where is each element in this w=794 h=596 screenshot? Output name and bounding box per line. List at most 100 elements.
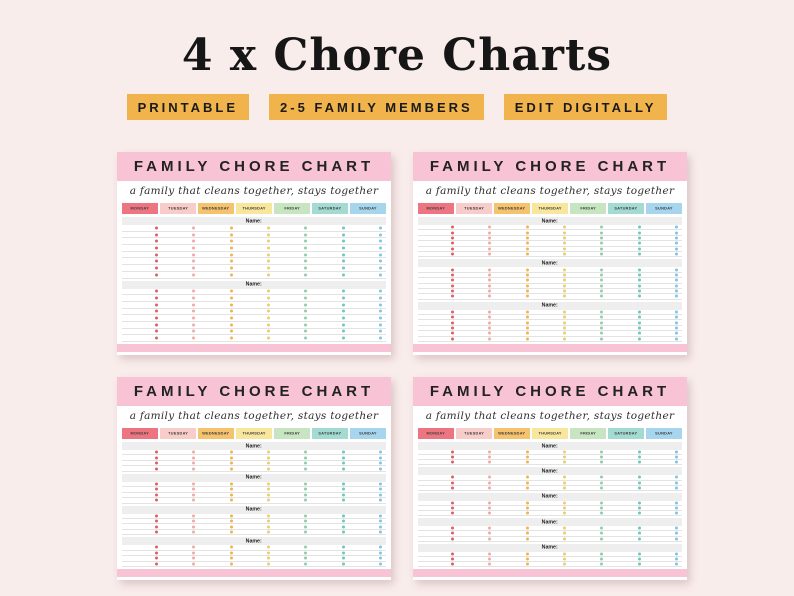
checkbox-dot-tuesday	[192, 316, 196, 320]
checkbox-dot-saturday	[637, 531, 641, 535]
badge-family-members: 2-5 FAMILY MEMBERS	[269, 94, 484, 120]
day-header-sunday: SUNDAY	[646, 203, 682, 214]
checkbox-dot-sunday	[378, 498, 382, 502]
checkbox-dot-sunday	[378, 259, 382, 263]
checkbox-dot-tuesday	[192, 467, 196, 471]
chore-row	[418, 236, 682, 242]
checkbox-dot-wednesday	[525, 284, 529, 288]
checkbox-dot-saturday	[341, 562, 345, 566]
checkbox-dot-wednesday	[229, 456, 233, 460]
checkbox-dot-tuesday	[192, 461, 196, 465]
checkbox-dot-monday	[451, 511, 454, 515]
chore-row	[122, 556, 386, 562]
checkbox-dot-saturday	[637, 537, 641, 541]
chore-row	[122, 309, 386, 316]
checkbox-dot-sunday	[674, 337, 678, 341]
chart-title: FAMILY CHORE CHART	[413, 377, 687, 406]
checkbox-dot-wednesday	[229, 482, 233, 486]
checkbox-dot-friday	[600, 231, 604, 235]
checkbox-dot-friday	[600, 450, 604, 454]
checkbox-dot-monday	[451, 294, 454, 298]
day-label: FRIDAY	[580, 431, 596, 436]
day-header-friday: FRIDAY	[570, 203, 606, 214]
checkbox-dot-sunday	[378, 266, 382, 270]
checkbox-dot-saturday	[637, 481, 641, 485]
checkbox-dot-thursday	[266, 467, 270, 471]
checkbox-dot-sunday	[378, 323, 382, 327]
chore-row	[122, 335, 386, 342]
checkbox-dot-wednesday	[525, 501, 529, 505]
chore-row	[418, 455, 682, 461]
checkbox-dot-monday	[155, 296, 158, 300]
day-label: SATURDAY	[614, 206, 638, 211]
checkbox-dot-wednesday	[525, 278, 529, 282]
checkbox-dot-saturday	[341, 273, 345, 277]
chore-row	[122, 461, 386, 467]
chart-footer-bar	[413, 344, 687, 352]
checkbox-dot-tuesday	[488, 475, 492, 479]
day-header-saturday: SATURDAY	[312, 428, 348, 439]
checkbox-dot-thursday	[562, 531, 566, 535]
checkbox-dot-thursday	[562, 315, 566, 319]
checkbox-dot-monday	[451, 310, 454, 314]
checkbox-dot-wednesday	[525, 537, 529, 541]
name-field: Name:	[418, 217, 682, 225]
checkbox-dot-friday	[304, 461, 308, 465]
chart-body: Name: Name: Name: Name:	[122, 440, 386, 567]
checkbox-dot-thursday	[562, 537, 566, 541]
checkbox-dot-thursday	[266, 461, 270, 465]
name-field: Name:	[122, 537, 386, 546]
checkbox-dot-sunday	[378, 461, 382, 465]
day-header-wednesday: WEDNESDAY	[494, 428, 530, 439]
checkbox-dot-monday	[451, 486, 454, 490]
checkbox-dot-monday	[451, 506, 454, 510]
checkbox-dot-thursday	[562, 241, 566, 245]
checkbox-dot-sunday	[674, 273, 678, 277]
chore-row	[122, 232, 386, 239]
checkbox-dot-sunday	[378, 519, 382, 523]
member-section: Name:	[418, 215, 682, 258]
checkbox-dot-sunday	[378, 562, 382, 566]
checkbox-dot-wednesday	[525, 289, 529, 293]
checkbox-dot-friday	[600, 247, 604, 251]
checkbox-dot-thursday	[562, 273, 566, 277]
chore-row	[122, 455, 386, 461]
checkbox-dot-monday	[451, 284, 454, 288]
chore-row	[418, 557, 682, 562]
day-header-tuesday: TUESDAY	[160, 428, 196, 439]
checkbox-dot-thursday	[562, 562, 566, 566]
checkbox-dot-sunday	[378, 450, 382, 454]
checkbox-dot-saturday	[341, 530, 345, 534]
checkbox-dot-wednesday	[229, 246, 233, 250]
checkbox-dot-monday	[451, 501, 454, 505]
checkbox-dot-friday	[304, 329, 308, 333]
checkbox-dot-sunday	[674, 310, 678, 314]
checkbox-dot-monday	[155, 239, 158, 243]
chart-body: Name: Name: Name:	[418, 215, 682, 342]
checkbox-dot-tuesday	[192, 487, 196, 491]
checkbox-dot-wednesday	[525, 557, 529, 561]
checkbox-dot-friday	[600, 278, 604, 282]
checkbox-dot-tuesday	[488, 526, 492, 530]
chart-subtitle: a family that cleans together, stays tog…	[129, 185, 379, 197]
day-header-tuesday: TUESDAY	[456, 203, 492, 214]
checkbox-dot-thursday	[266, 226, 270, 230]
checkbox-dot-thursday	[266, 316, 270, 320]
checkbox-dot-monday	[155, 498, 158, 502]
checkbox-dot-friday	[304, 316, 308, 320]
chore-row	[418, 326, 682, 332]
chore-row	[418, 252, 682, 258]
checkbox-dot-monday	[155, 562, 158, 566]
chore-chart-top-left: FAMILY CHORE CHART a family that cleans …	[117, 152, 391, 355]
member-section: Name:	[418, 465, 682, 491]
checkbox-dot-saturday	[341, 556, 345, 560]
name-field-label: Name:	[541, 494, 559, 500]
checkbox-dot-sunday	[378, 487, 382, 491]
checkbox-dot-thursday	[562, 225, 566, 229]
checkbox-dot-thursday	[266, 545, 270, 549]
chore-row	[122, 302, 386, 309]
checkbox-dot-saturday	[637, 321, 641, 325]
checkbox-dot-tuesday	[488, 455, 492, 459]
chore-row	[122, 329, 386, 336]
member-section: Name:	[418, 542, 682, 568]
